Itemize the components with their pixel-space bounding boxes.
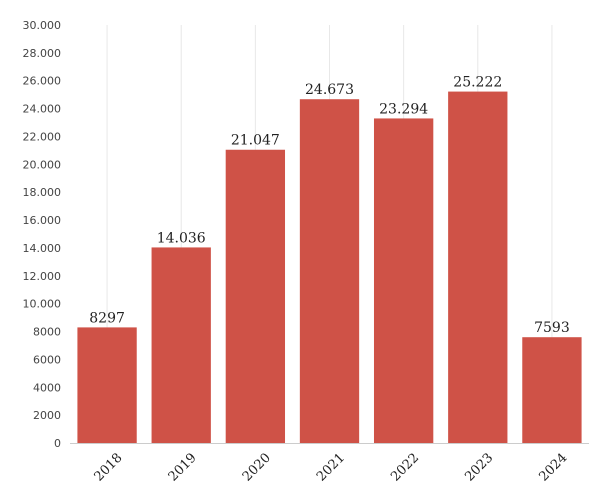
x-tick-label-2024: 2024	[536, 451, 570, 485]
y-tick-label: 16.000	[23, 214, 62, 227]
bar-2022	[373, 118, 434, 443]
data-labels: 8297 14.036 21.047 24.673 23.294 25.222 7593	[89, 75, 569, 337]
y-tick-label: 10.000	[23, 298, 62, 311]
data-label-2024: 7593	[534, 320, 570, 336]
data-label-2022: 23.294	[379, 101, 428, 117]
bar-2021	[299, 99, 360, 443]
x-tick-label-2022: 2022	[388, 451, 422, 485]
y-tick-label: 2000	[33, 409, 61, 422]
bar-2018	[77, 327, 137, 443]
y-tick-label: 0	[54, 437, 61, 450]
x-axis: 2018 2019 2020 2021 2022 2023 2024	[92, 451, 571, 485]
y-axis: 0 2000 4000 6000 8000 10.000 12.000 14.000 16.00…	[23, 19, 62, 450]
y-tick-label: 8000	[33, 326, 61, 339]
x-tick-label-2020: 2020	[240, 451, 274, 485]
y-tick-label: 6000	[33, 353, 61, 366]
bar-2020	[225, 149, 286, 444]
y-tick-label: 18.000	[23, 186, 62, 199]
x-tick-label-2019: 2019	[166, 451, 200, 485]
y-tick-label: 22.000	[23, 130, 62, 143]
y-tick-label: 14.000	[23, 242, 62, 255]
y-tick-label: 28.000	[23, 47, 62, 60]
y-tick-label: 12.000	[23, 270, 62, 283]
data-label-2021: 24.673	[305, 82, 354, 98]
data-label-2023: 25.222	[453, 75, 502, 91]
y-tick-label: 24.000	[23, 103, 62, 116]
bar-2019	[151, 247, 211, 443]
y-tick-label: 26.000	[23, 75, 62, 88]
y-tick-label: 30.000	[23, 19, 62, 32]
y-tick-label: 20.000	[23, 158, 62, 171]
bars	[77, 91, 582, 444]
y-tick-label: 4000	[33, 381, 61, 394]
x-tick-label-2021: 2021	[314, 451, 348, 485]
x-tick-label-2018: 2018	[92, 451, 126, 485]
x-tick-label-2023: 2023	[462, 451, 496, 485]
data-label-2018: 8297	[89, 310, 125, 326]
bar-2023	[448, 91, 508, 444]
bar-2024	[522, 337, 582, 443]
data-label-2019: 14.036	[157, 230, 206, 246]
data-label-2020: 21.047	[231, 133, 280, 149]
